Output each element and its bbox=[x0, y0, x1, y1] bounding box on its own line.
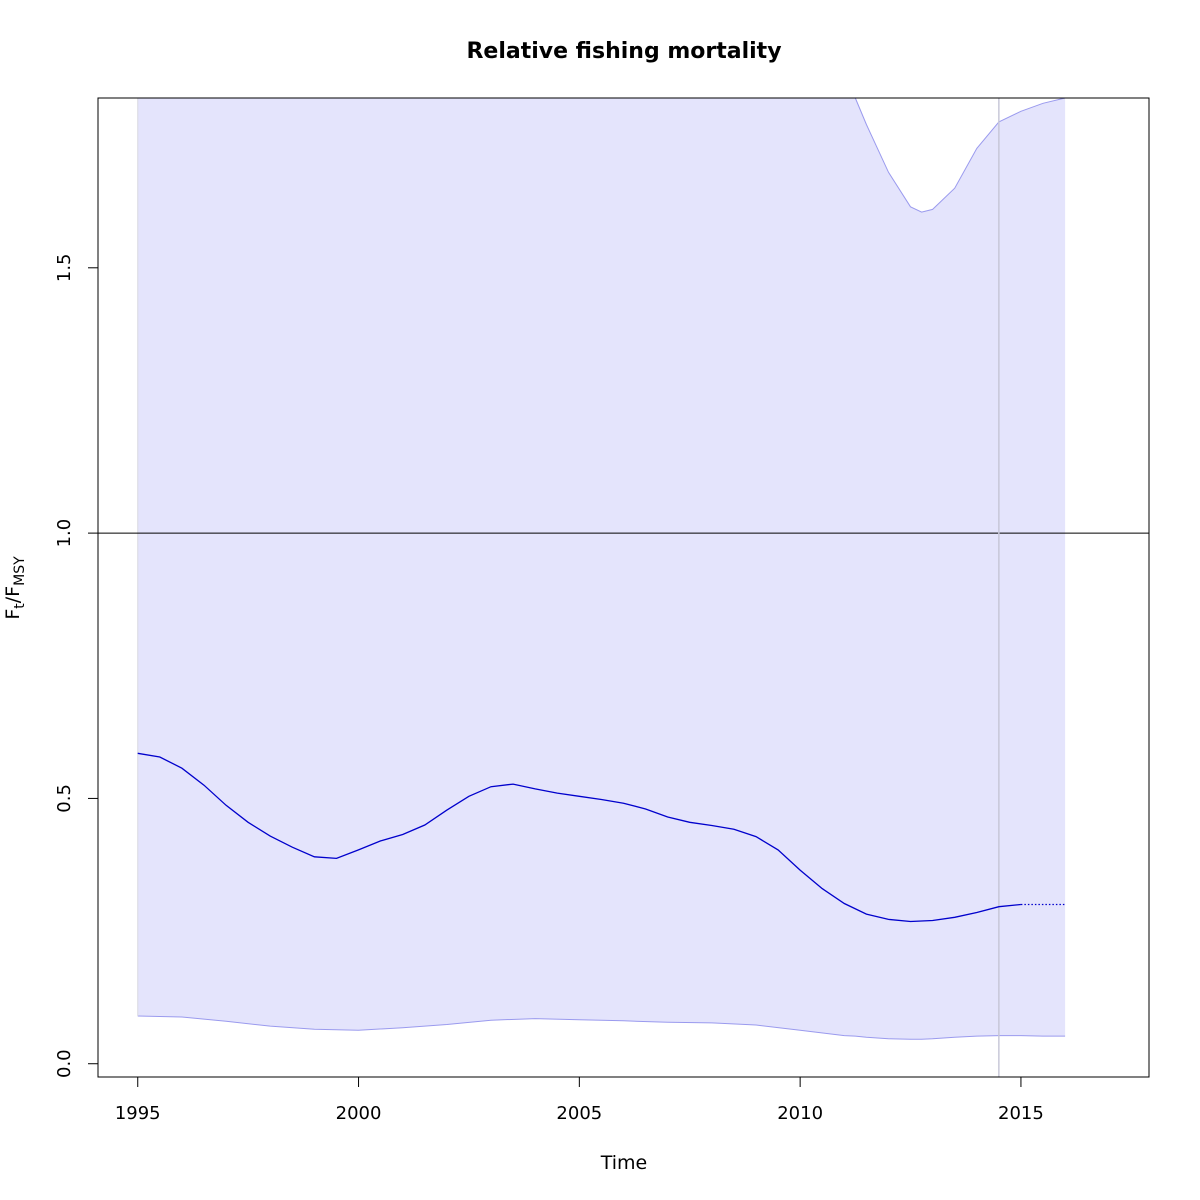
y-tick-label: 0.5 bbox=[54, 784, 75, 813]
confidence-band bbox=[137, 98, 1066, 1040]
x-axis: 1995 2000 2005 2010 2015 bbox=[115, 1076, 1044, 1124]
band-lower-edge bbox=[137, 1015, 1066, 1040]
x-tick-label: 2005 bbox=[556, 1103, 602, 1124]
x-tick-label: 1995 bbox=[115, 1103, 161, 1124]
chart-title: Relative fishing mortality bbox=[466, 39, 781, 64]
y-tick-label: 1.0 bbox=[54, 519, 75, 548]
y-axis-title-f: F bbox=[2, 609, 24, 620]
x-tick-label: 2010 bbox=[777, 1103, 823, 1124]
y-axis-title-slash: / bbox=[2, 596, 24, 603]
y-axis-title: Ft/FMSY bbox=[2, 556, 28, 620]
band-upper-edge bbox=[854, 97, 1066, 213]
y-tick-label: 0.0 bbox=[54, 1049, 75, 1078]
y-axis: 0.0 0.5 1.0 1.5 bbox=[54, 253, 99, 1078]
estimate-line bbox=[137, 752, 1021, 923]
y-tick-label: 1.5 bbox=[54, 253, 75, 282]
x-tick-label: 2015 bbox=[998, 1103, 1044, 1124]
x-tick-label: 2000 bbox=[336, 1103, 382, 1124]
y-axis-title-t-sub: t bbox=[12, 603, 28, 609]
plot-area bbox=[98, 97, 1149, 1077]
y-axis-title-f-ref: F bbox=[2, 586, 24, 597]
x-axis-title: Time bbox=[600, 1152, 648, 1174]
y-axis-title-msy-sub: MSY bbox=[12, 556, 28, 586]
